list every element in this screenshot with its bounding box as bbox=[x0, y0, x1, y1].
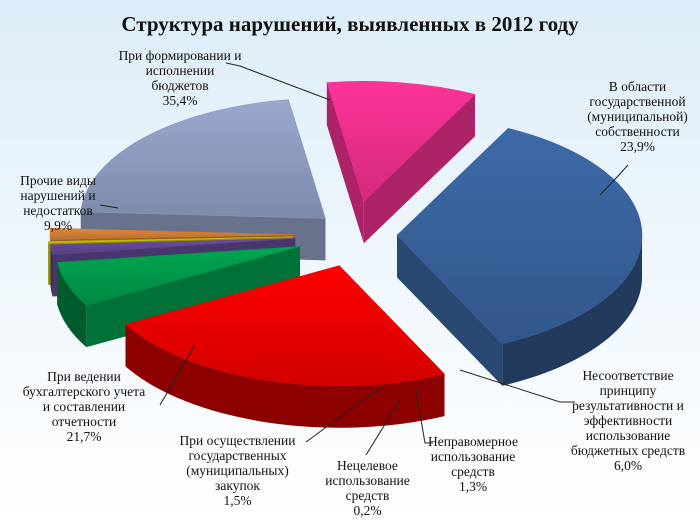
pie-slice bbox=[326, 81, 476, 244]
slice-side bbox=[57, 262, 87, 348]
slice-top bbox=[49, 227, 296, 240]
leader-line bbox=[414, 384, 433, 444]
slice-label-unlawful: Неправомерное использование средств 1,3% bbox=[428, 434, 518, 494]
slice-wall bbox=[363, 94, 475, 244]
slice-side bbox=[125, 324, 445, 428]
leader-line bbox=[99, 204, 119, 209]
slice-label-misuse: Нецелевое использование средств 0,2% bbox=[325, 458, 410, 518]
chart-title: Структура нарушений, выявленных в 2012 г… bbox=[121, 12, 579, 36]
pie-slice bbox=[124, 265, 446, 428]
slice-top bbox=[80, 99, 326, 219]
slice-side bbox=[50, 244, 53, 297]
slice-top bbox=[56, 246, 301, 306]
slice-top bbox=[396, 128, 643, 345]
slice-top bbox=[124, 265, 446, 386]
leader-line bbox=[305, 387, 383, 443]
leader-line bbox=[599, 164, 629, 196]
slice-label-property: В области государственной (муниципальной) с… bbox=[587, 79, 688, 154]
slice-top bbox=[326, 81, 476, 202]
slice-wall bbox=[396, 235, 503, 386]
leader-line bbox=[365, 399, 401, 456]
leader-line bbox=[225, 62, 331, 101]
slice-label-other: Прочие виды нарушений и недостатков 9,9% bbox=[20, 173, 96, 233]
slice-wall bbox=[326, 82, 364, 244]
slice-top bbox=[50, 238, 296, 255]
leader-line bbox=[459, 369, 575, 403]
slice-label-accounting: При ведении бухгалтерского учета и составл… bbox=[22, 369, 146, 444]
pie-slice bbox=[396, 128, 643, 386]
slice-top bbox=[47, 236, 294, 244]
slice-label-efficiency: Несоответствие принципу результативности и… bbox=[570, 368, 686, 473]
slice-label-budgets: При формировании и исполнении бюджетов 35,4… bbox=[118, 48, 242, 108]
slice-label-procurement: При осуществлении государственных (муницип… bbox=[179, 433, 296, 508]
slice-side bbox=[502, 235, 642, 386]
leader-line bbox=[159, 344, 196, 406]
